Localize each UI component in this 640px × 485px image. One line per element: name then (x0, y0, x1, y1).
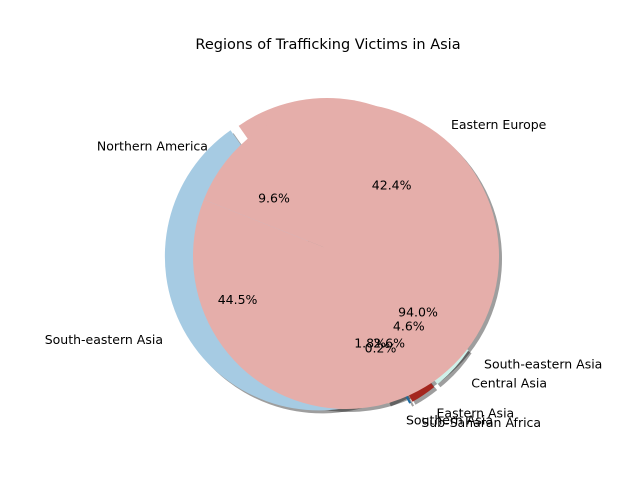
back-slice-eastern-asia-label: Eastern Asia (437, 406, 515, 421)
back-slice-sub-saharan-africa-percent: 0.2% (365, 341, 397, 356)
back-slice-eastern-europe-percent: 42.4% (372, 178, 412, 193)
front-slice-south-eastern-asia (193, 102, 500, 409)
chart-title: Regions of Trafficking Victims in Asia (195, 37, 460, 53)
back-slice-eastern-asia-percent: 2.6% (373, 335, 405, 350)
label-layer: South-eastern Asia 44.5% Southern Asia 1.8%… (45, 117, 603, 430)
back-slice-southern-asia-percent: 1.8% (354, 336, 386, 351)
back-slice-south-eastern-asia-percent: 44.5% (218, 292, 258, 307)
back-slice-southern-asia-label: Southern Asia (406, 412, 493, 427)
front-slice-south-eastern-asia-label: South-eastern Asia (484, 357, 602, 372)
back-slice-south-eastern-asia-label: South-eastern Asia (45, 332, 163, 347)
front-slice-northern-america-percent: 9.6% (258, 191, 290, 206)
front-slice-northern-america-label: Northern America (97, 138, 208, 153)
back-slice-eastern-europe-label: Eastern Europe (451, 117, 547, 132)
slice-layer (164, 98, 500, 411)
back-slice-sub-saharan-africa-label: Sub-Saharan Africa (421, 415, 541, 430)
front-slice-south-eastern-asia-percent: 94.0% (398, 304, 438, 319)
front-slice-northern-america (203, 130, 346, 256)
back-slice-central-asia-percent: 4.6% (393, 318, 425, 333)
back-slice-central-asia-label: Central Asia (471, 376, 547, 391)
